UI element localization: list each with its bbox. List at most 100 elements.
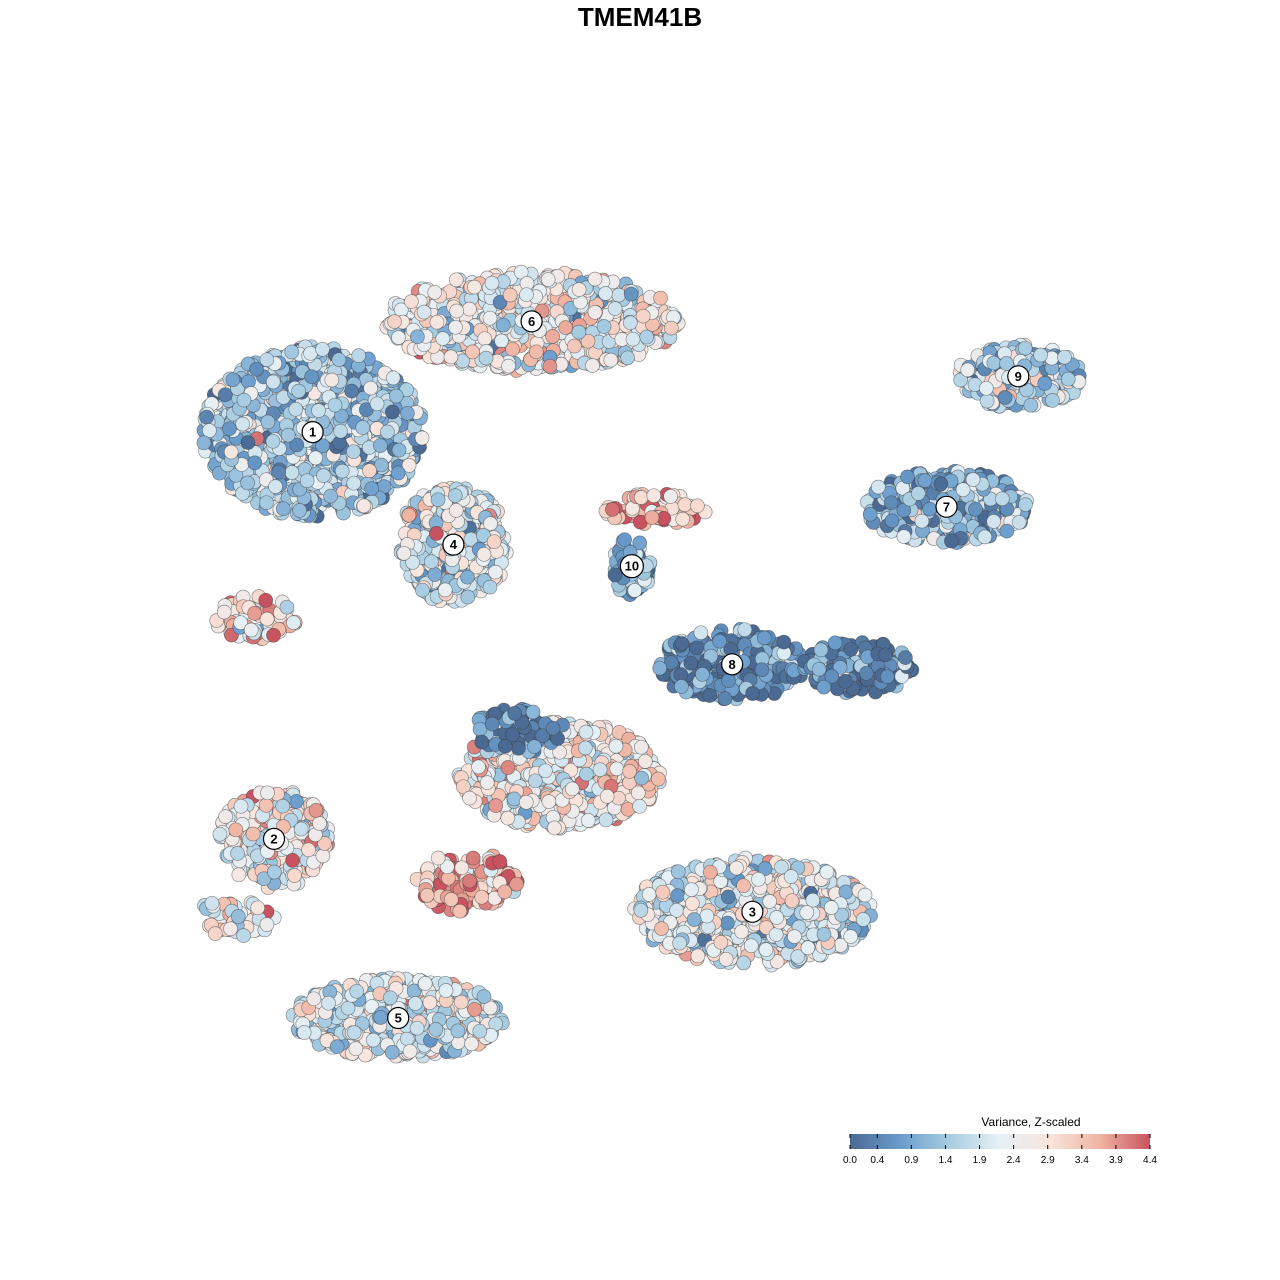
- data-point: [301, 842, 316, 858]
- data-point: [768, 927, 784, 942]
- data-point: [670, 864, 686, 880]
- data-point: [235, 416, 250, 432]
- data-point: [702, 688, 718, 703]
- data-point: [223, 444, 239, 460]
- data-point: [609, 761, 625, 777]
- data-point: [400, 405, 415, 421]
- data-point: [374, 457, 389, 473]
- data-point: [654, 921, 669, 936]
- data-point: [620, 350, 635, 366]
- data-point: [247, 455, 263, 471]
- data-point: [385, 370, 401, 386]
- data-point: [599, 788, 615, 804]
- data-point: [275, 501, 291, 517]
- data-point: [391, 442, 407, 458]
- data-point: [743, 938, 759, 954]
- data-point: [986, 514, 1002, 529]
- data-point: [311, 403, 326, 418]
- data-point: [607, 301, 623, 316]
- data-point: [633, 490, 649, 505]
- data-point: [541, 794, 557, 809]
- data-point: [409, 1020, 425, 1036]
- data-point: [622, 764, 637, 779]
- data-point: [266, 864, 282, 880]
- data-point: [437, 582, 453, 598]
- data-point: [346, 444, 361, 460]
- data-point: [243, 622, 259, 638]
- data-point: [538, 763, 553, 779]
- data-point: [578, 740, 593, 756]
- data-point: [528, 344, 544, 360]
- data-point: [333, 423, 348, 439]
- data-point: [284, 465, 300, 480]
- data-point: [977, 529, 993, 545]
- data-point: [699, 908, 715, 924]
- data-point: [462, 301, 477, 317]
- data-point: [199, 409, 214, 425]
- data-point: [633, 902, 649, 918]
- data-point: [216, 604, 232, 620]
- data-point: [635, 308, 651, 324]
- data-point: [598, 286, 613, 301]
- data-point: [384, 1044, 400, 1060]
- data-point: [467, 1002, 482, 1017]
- data-point: [424, 554, 439, 569]
- data-point: [1033, 347, 1048, 363]
- data-point: [422, 995, 438, 1010]
- data-point: [407, 996, 423, 1011]
- data-point: [644, 510, 660, 525]
- data-point: [720, 915, 735, 931]
- data-point: [331, 352, 347, 368]
- data-point: [986, 355, 1002, 371]
- data-point: [634, 770, 649, 786]
- data-point: [605, 502, 620, 517]
- data-point: [968, 501, 983, 517]
- data-point: [222, 421, 237, 437]
- data-point: [507, 706, 523, 721]
- data-point: [519, 287, 534, 303]
- data-point: [910, 486, 926, 501]
- data-point: [596, 319, 612, 334]
- data-point: [447, 488, 463, 503]
- data-point: [266, 627, 281, 643]
- data-point: [312, 816, 327, 831]
- data-point: [799, 905, 815, 920]
- data-point: [685, 896, 700, 911]
- data-point: [542, 358, 558, 374]
- data-point: [390, 465, 406, 481]
- data-point: [478, 350, 494, 366]
- data-point: [729, 860, 744, 876]
- data-point: [286, 615, 301, 631]
- data-point: [327, 397, 343, 413]
- data-point: [518, 794, 534, 810]
- data-point: [382, 990, 398, 1006]
- data-point: [391, 330, 406, 345]
- data-point: [435, 331, 451, 346]
- data-point: [316, 468, 331, 483]
- data-point: [862, 506, 878, 522]
- data-point: [585, 358, 600, 373]
- data-point: [501, 358, 516, 374]
- data-point: [404, 294, 419, 309]
- data-point: [693, 625, 709, 641]
- data-point: [843, 929, 859, 944]
- data-point: [999, 523, 1015, 539]
- data-point: [630, 785, 646, 801]
- data-point: [265, 433, 281, 449]
- data-point: [292, 503, 307, 518]
- data-point: [505, 341, 520, 357]
- data-point: [717, 691, 733, 707]
- data-point: [736, 955, 751, 971]
- data-point: [663, 320, 679, 336]
- data-point: [202, 423, 217, 438]
- data-point: [736, 878, 751, 894]
- data-point: [486, 534, 502, 550]
- data-point: [450, 1023, 466, 1039]
- data-point: [241, 374, 256, 389]
- data-point: [762, 894, 778, 909]
- data-point: [567, 338, 582, 354]
- data-point: [511, 740, 526, 756]
- data-point: [607, 567, 623, 583]
- data-point: [756, 630, 772, 646]
